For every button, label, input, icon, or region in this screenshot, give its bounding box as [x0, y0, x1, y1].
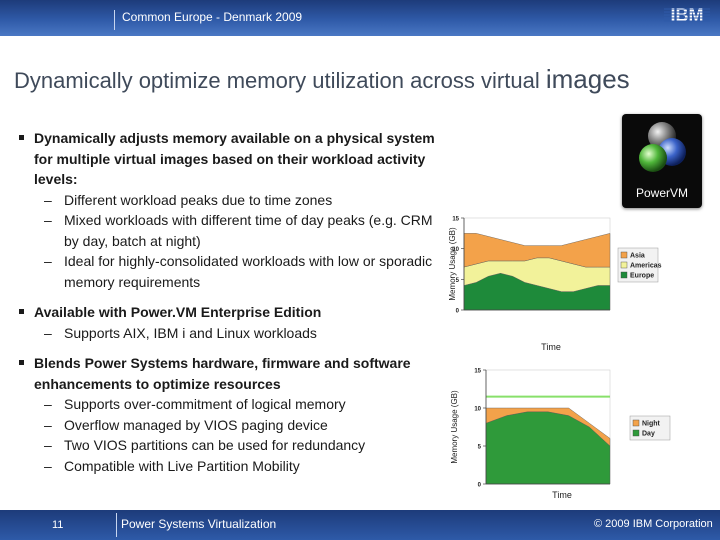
- y-tick-label: 15: [474, 369, 481, 375]
- slide-title-end: images: [545, 64, 630, 94]
- sub-bullet-text: Supports over-commitment of logical memo…: [64, 396, 346, 412]
- legend-swatch-europe: [620, 271, 628, 279]
- powervm-spheres-icon: [639, 122, 686, 172]
- legend-swatch-asia: [620, 251, 628, 259]
- sub-bullet: – Supports over-commitment of logical mem…: [44, 396, 346, 412]
- slide-title: Dynamically optimize memory utilization …: [14, 64, 630, 95]
- sub-bullet: – Two VIOS partitions can be used for red…: [44, 437, 366, 453]
- copyright: © 2009 IBM Corporation: [594, 518, 713, 530]
- sub-bullet: – Overflow managed by VIOS paging device: [44, 416, 328, 433]
- legend-label-americas: Americas: [630, 263, 662, 270]
- y-tick-label: 0: [478, 483, 482, 489]
- sub-bullet-text: Mixed workloads with different time of d…: [64, 212, 433, 249]
- bullet-list: Dynamically adjusts memory available on …: [18, 128, 438, 476]
- bullet-text: Blends Power Systems hardware, firmware …: [34, 355, 411, 392]
- sub-bullet: – Compatible with Live Partition Mobility: [44, 457, 300, 474]
- y-tick-label: 15: [452, 217, 459, 223]
- y-axis-label: Memory Usage (GB): [450, 390, 459, 464]
- footer-bar: 11 Power Systems Virtualization © 2009 I…: [0, 510, 720, 540]
- footer-separator: [116, 513, 117, 537]
- x-axis-label: Time: [541, 342, 561, 352]
- ibm-logo: IBM: [664, 5, 710, 25]
- memory-usage-day-night-chart: 0 5 10 15 Memory Usage (GB) Time Night Day: [450, 369, 671, 500]
- y-tick-label: 5: [478, 445, 482, 451]
- sub-bullet-text: Ideal for highly-consolidated workloads …: [64, 253, 433, 290]
- bullet-square-icon: [19, 360, 24, 365]
- y-tick-label: 5: [456, 278, 460, 284]
- sub-bullet: – Ideal for highly-consolidated workloads…: [44, 253, 433, 290]
- powervm-label: PowerVM: [635, 186, 688, 200]
- sub-bullet-text: Supports AIX, IBM i and Linux workloads: [64, 324, 317, 341]
- legend-swatch-day: [632, 429, 640, 437]
- bullet-square-icon: [19, 309, 24, 314]
- y-tick-label: 0: [456, 309, 460, 315]
- legend-label-night: Night: [642, 421, 661, 428]
- bullet-square-icon: [19, 135, 24, 140]
- footer-title: Power Systems Virtualization: [121, 517, 277, 531]
- memory-usage-by-region-chart: 0 5 10 15 Memory Usage (GB) Time Asia Americas E…: [448, 217, 662, 353]
- top-banner: Common Europe - Denmark 2009 IBM: [0, 0, 720, 36]
- page-number: 11: [52, 519, 64, 531]
- sub-bullet: – Different workload peaks due to time zo…: [44, 191, 333, 208]
- header-separator: [114, 10, 115, 30]
- sub-bullet-text: Compatible with Live Partition Mobility: [64, 457, 300, 474]
- slide-title-main: Dynamically optimize memory utilization …: [14, 68, 540, 93]
- legend-label-asia: Asia: [630, 253, 645, 260]
- sub-bullet: – Supports AIX, IBM i and Linux workloads: [44, 324, 317, 341]
- sub-bullet-text: Different workload peaks due to time zon…: [64, 191, 333, 208]
- area-series-asia: [463, 233, 611, 268]
- powervm-badge: PowerVM: [622, 114, 702, 208]
- bullet-text: Available with Power.VM Enterprise Editi…: [34, 304, 322, 320]
- legend-swatch-americas: [620, 261, 628, 269]
- sub-bullet: – Mixed workloads with different time of …: [44, 212, 433, 249]
- bullet-text: Dynamically adjusts memory available on …: [34, 130, 435, 187]
- bullet-item: Available with Power.VM Enterprise Editi…: [18, 302, 438, 323]
- legend-label-day: Day: [642, 431, 655, 438]
- area-series-night: [485, 407, 611, 447]
- y-tick-label: 10: [474, 407, 481, 413]
- legend-label-europe: Europe: [630, 273, 654, 280]
- x-axis-label: Time: [552, 490, 572, 500]
- bullet-item: Dynamically adjusts memory available on …: [18, 128, 438, 190]
- legend-swatch-night: [632, 419, 640, 427]
- y-axis-label: Memory Usage (GB): [448, 227, 457, 301]
- sub-bullet-text: Two VIOS partitions can be used for redu…: [64, 437, 366, 453]
- y-tick-label: 10: [452, 247, 459, 253]
- conference-label: Common Europe - Denmark 2009: [122, 10, 303, 24]
- sub-bullet-text: Overflow managed by VIOS paging device: [64, 416, 328, 433]
- bullet-item: Blends Power Systems hardware, firmware …: [18, 353, 438, 394]
